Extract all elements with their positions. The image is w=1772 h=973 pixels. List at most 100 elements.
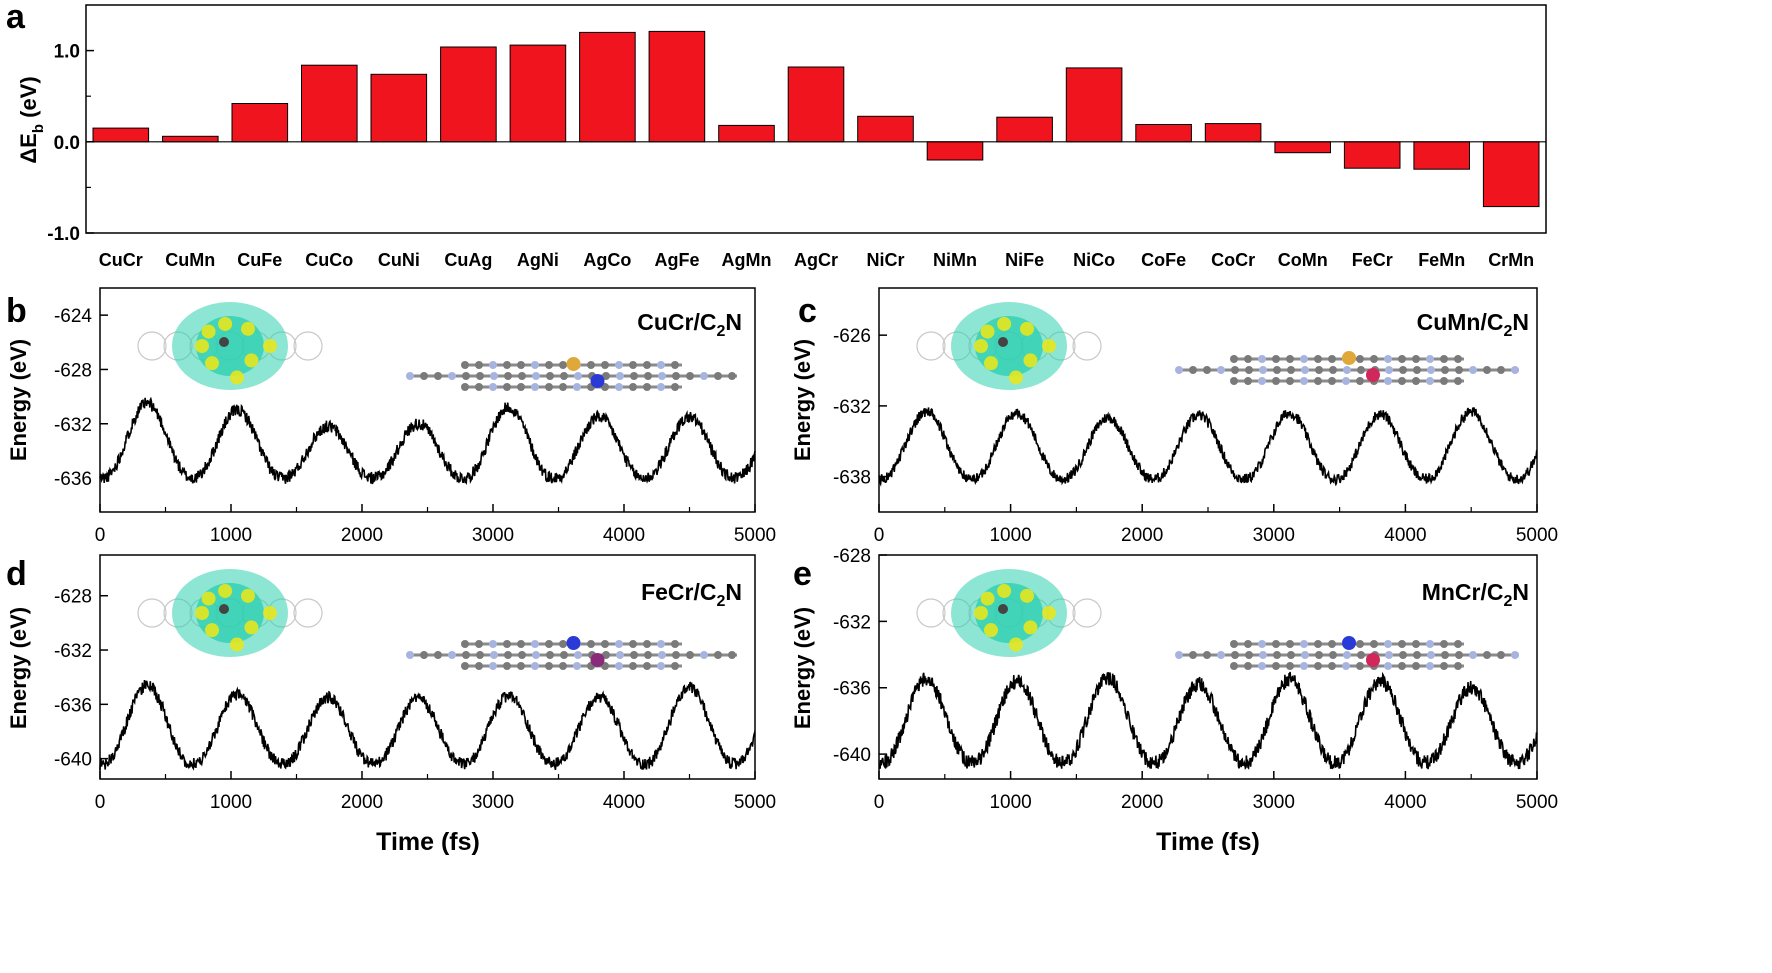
carbon-atom — [1370, 355, 1378, 363]
carbon-atom — [546, 651, 554, 659]
carbon-atom — [1328, 662, 1336, 670]
nitrogen-atom — [1384, 662, 1392, 670]
charge-accumulation-blob — [240, 321, 255, 336]
x-tick-label: 5000 — [734, 525, 776, 546]
nitrogen-atom — [531, 640, 539, 648]
carbon-atom — [560, 651, 568, 659]
panel-e-y-axis-title: Energy (eV) — [790, 607, 815, 729]
category-label-agcr: AgCr — [794, 250, 838, 270]
x-tick-label: 1000 — [989, 525, 1031, 546]
charge-accumulation-blob — [244, 620, 259, 635]
x-tick-label: 5000 — [1516, 525, 1558, 546]
x-tick-label: 3000 — [472, 525, 514, 546]
x-tick-label: 5000 — [734, 792, 776, 813]
panel-a-frame — [85, 4, 1547, 234]
charge-accumulation-blob — [1023, 620, 1038, 635]
carbon-atom — [1497, 651, 1505, 659]
nitrogen-atom — [1385, 651, 1393, 659]
nitrogen-atom — [1343, 651, 1351, 659]
nitrogen-atom — [1259, 651, 1267, 659]
carbon-atom — [1273, 366, 1281, 374]
x-tick-label: 1000 — [210, 792, 252, 813]
carbon-atom — [545, 361, 553, 369]
charge-accumulation-blob — [997, 316, 1012, 331]
metal-atom — [219, 604, 229, 614]
carbon-atom — [1314, 377, 1322, 385]
carbon-atom — [462, 651, 470, 659]
nitrogen-atom — [1258, 377, 1266, 385]
panel-b-system-label: CuCr/C2N — [637, 309, 742, 340]
nitrogen-atom — [615, 662, 623, 670]
nitrogen-atom — [531, 383, 539, 391]
panel-e-system-label: MnCr/C2N — [1422, 579, 1529, 610]
charge-accumulation-blob — [980, 591, 995, 606]
carbon-atom — [1398, 640, 1406, 648]
x-tick-label: 5000 — [1516, 792, 1558, 813]
panel-b-molecule-inset — [406, 357, 737, 391]
carbon-atom — [1329, 366, 1337, 374]
x-tick-label: 0 — [95, 792, 106, 813]
carbon-atom — [643, 662, 651, 670]
charge-accumulation-blob — [195, 606, 209, 620]
bar-nimn — [926, 141, 984, 161]
panel-d-y-axis-title: Energy (eV) — [6, 607, 31, 729]
carbon-atom — [517, 640, 525, 648]
panel-b-y-ticks: -624 -628 -632 -636 — [54, 306, 108, 490]
nitrogen-atom — [1342, 377, 1350, 385]
category-label-agni: AgNi — [517, 250, 559, 270]
carbon-atom — [517, 361, 525, 369]
panel-c-system-tail: N — [1512, 309, 1529, 335]
carbon-atom — [587, 361, 595, 369]
panel-a-label: a — [6, 0, 26, 36]
y-tick-label: -636 — [54, 469, 92, 490]
nitrogen-atom — [616, 372, 624, 380]
carbon-atom — [1328, 640, 1336, 648]
carbon-atom — [602, 651, 610, 659]
charge-accumulation-blob — [980, 324, 995, 339]
carbon-atom — [1356, 640, 1364, 648]
carbon-atom — [1440, 377, 1448, 385]
nitrogen-atom — [1427, 366, 1435, 374]
panel-b-system-sub: 2 — [716, 323, 725, 340]
panel-d-system-tail: N — [725, 579, 742, 605]
bar-cufe — [231, 103, 289, 143]
carbon-atom — [476, 372, 484, 380]
carbon-atom — [1356, 662, 1364, 670]
x-tick-label: 4000 — [1384, 792, 1426, 813]
panel-b-charge-density-inset — [137, 302, 323, 390]
nitrogen-atom — [1300, 662, 1308, 670]
panel-b-system-main: CuCr/C — [637, 309, 716, 335]
dopant-atom-2 — [1366, 368, 1380, 382]
carbon-atom — [1273, 651, 1281, 659]
category-label-agfe: AgFe — [655, 250, 700, 270]
category-label-cuni: CuNi — [378, 250, 420, 270]
carbon-atom — [559, 361, 567, 369]
panel-d-energy-line — [99, 679, 756, 771]
category-label-nife: NiFe — [1005, 250, 1044, 270]
x-tick-label: 2000 — [341, 525, 383, 546]
carbon-atom — [1286, 662, 1294, 670]
y-tick-label: 0.0 — [54, 133, 80, 154]
carbon-atom — [503, 383, 511, 391]
carbon-atom — [1398, 377, 1406, 385]
nitrogen-atom — [1258, 640, 1266, 648]
carbon-atom — [475, 640, 483, 648]
bar-fecr — [1343, 141, 1401, 169]
carbon-atom — [671, 383, 679, 391]
panel-e-molecule-inset — [1175, 636, 1519, 670]
carbon-atom — [476, 651, 484, 659]
carbon-atom — [517, 383, 525, 391]
carbon-atom — [475, 361, 483, 369]
nitrogen-atom — [658, 651, 666, 659]
dopant-atom-2 — [590, 374, 605, 388]
carbon-atom — [545, 383, 553, 391]
charge-accumulation-blob — [195, 339, 209, 353]
category-label-nico: NiCo — [1073, 250, 1115, 270]
category-label-nimn: NiMn — [933, 250, 977, 270]
carbon-atom — [1398, 662, 1406, 670]
metal-atom — [998, 604, 1008, 614]
carbon-atom — [714, 372, 722, 380]
nitrogen-atom — [1511, 366, 1519, 374]
carbon-atom — [728, 651, 736, 659]
